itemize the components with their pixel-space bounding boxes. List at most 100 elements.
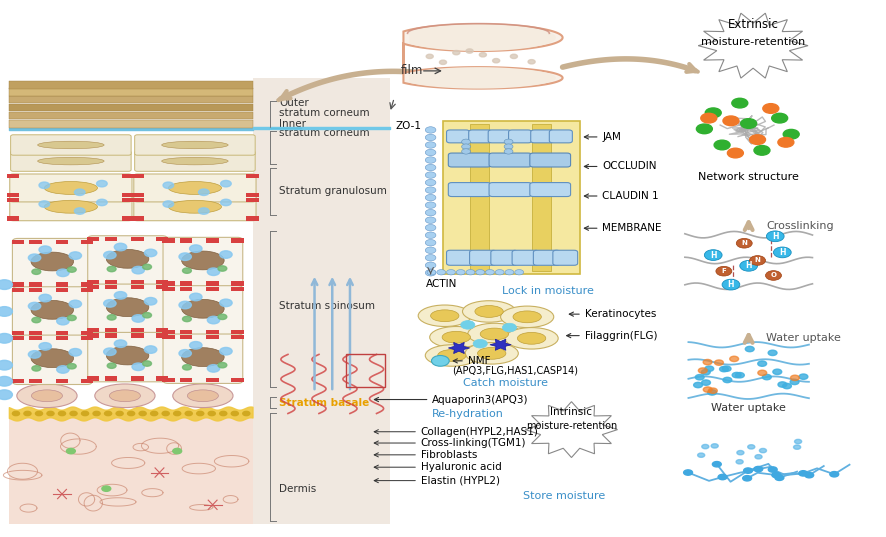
Circle shape — [208, 411, 215, 416]
FancyBboxPatch shape — [163, 334, 243, 383]
Circle shape — [143, 313, 152, 318]
Bar — [131, 198, 144, 202]
Bar — [12, 331, 24, 335]
Circle shape — [708, 390, 717, 395]
Polygon shape — [525, 402, 618, 458]
Circle shape — [696, 374, 704, 380]
Bar — [56, 379, 68, 383]
Text: OCCLUDIN: OCCLUDIN — [585, 162, 657, 171]
Ellipse shape — [182, 251, 224, 270]
Circle shape — [179, 253, 191, 260]
Ellipse shape — [17, 384, 77, 408]
Circle shape — [702, 369, 711, 375]
Circle shape — [704, 250, 722, 260]
Text: Elastin (HYPL2): Elastin (HYPL2) — [374, 476, 500, 485]
FancyBboxPatch shape — [443, 121, 580, 274]
FancyBboxPatch shape — [135, 151, 255, 171]
Circle shape — [709, 388, 718, 394]
Circle shape — [439, 60, 447, 64]
Text: film: film — [400, 64, 423, 77]
Circle shape — [473, 339, 487, 348]
FancyBboxPatch shape — [12, 335, 92, 384]
Circle shape — [742, 476, 751, 481]
Circle shape — [185, 411, 192, 416]
Circle shape — [425, 134, 436, 141]
Circle shape — [425, 247, 436, 253]
Circle shape — [766, 231, 784, 242]
Circle shape — [104, 348, 116, 355]
Circle shape — [772, 113, 788, 123]
FancyBboxPatch shape — [530, 153, 571, 167]
Circle shape — [183, 365, 191, 370]
Circle shape — [107, 315, 116, 320]
Circle shape — [0, 360, 12, 370]
Bar — [12, 282, 24, 287]
Ellipse shape — [478, 347, 506, 359]
Ellipse shape — [109, 390, 140, 402]
Circle shape — [32, 366, 41, 371]
Circle shape — [32, 269, 41, 274]
FancyBboxPatch shape — [88, 332, 167, 382]
Circle shape — [456, 270, 465, 275]
FancyBboxPatch shape — [533, 250, 560, 265]
Circle shape — [426, 54, 433, 59]
Circle shape — [47, 411, 54, 416]
Circle shape — [97, 180, 107, 187]
Polygon shape — [403, 24, 563, 89]
Circle shape — [128, 411, 135, 416]
Ellipse shape — [37, 157, 105, 165]
Bar — [131, 237, 144, 241]
Circle shape — [425, 202, 436, 208]
Circle shape — [745, 346, 754, 352]
Text: Extrinsic: Extrinsic — [727, 18, 779, 31]
Circle shape — [0, 376, 12, 386]
Circle shape — [67, 315, 76, 321]
Circle shape — [775, 475, 784, 481]
Bar — [156, 333, 168, 338]
Circle shape — [461, 321, 475, 329]
Bar — [87, 280, 99, 284]
Bar — [231, 281, 244, 286]
Circle shape — [218, 362, 227, 368]
Text: Stratum spinosum: Stratum spinosum — [279, 301, 375, 311]
Ellipse shape — [517, 332, 546, 344]
Circle shape — [207, 316, 220, 324]
Bar — [180, 238, 192, 243]
Circle shape — [198, 208, 209, 214]
Circle shape — [220, 251, 232, 258]
Circle shape — [758, 361, 766, 366]
Circle shape — [425, 240, 436, 246]
Bar — [346, 354, 385, 387]
Bar — [246, 198, 259, 202]
Bar — [246, 216, 259, 221]
Circle shape — [427, 270, 436, 275]
Circle shape — [104, 251, 116, 259]
Circle shape — [69, 349, 82, 356]
Circle shape — [684, 470, 693, 475]
FancyBboxPatch shape — [470, 250, 496, 265]
Bar — [87, 333, 99, 338]
Bar — [81, 240, 93, 244]
Circle shape — [504, 139, 513, 144]
Text: ZO-1: ZO-1 — [396, 121, 422, 130]
Bar — [29, 336, 42, 340]
FancyBboxPatch shape — [11, 135, 131, 155]
Circle shape — [736, 238, 752, 248]
Bar — [81, 282, 93, 287]
FancyBboxPatch shape — [489, 183, 532, 197]
Text: JAM: JAM — [585, 132, 621, 142]
Text: H: H — [772, 232, 779, 241]
Circle shape — [218, 266, 227, 271]
Bar — [29, 331, 42, 335]
Ellipse shape — [438, 350, 466, 361]
FancyBboxPatch shape — [12, 287, 92, 336]
Text: H: H — [710, 251, 717, 259]
FancyBboxPatch shape — [531, 130, 554, 143]
Bar — [162, 281, 175, 286]
Bar — [180, 287, 192, 291]
Circle shape — [476, 270, 485, 275]
Circle shape — [722, 366, 731, 372]
Circle shape — [218, 314, 227, 320]
Bar — [231, 378, 244, 382]
Bar — [122, 193, 135, 197]
